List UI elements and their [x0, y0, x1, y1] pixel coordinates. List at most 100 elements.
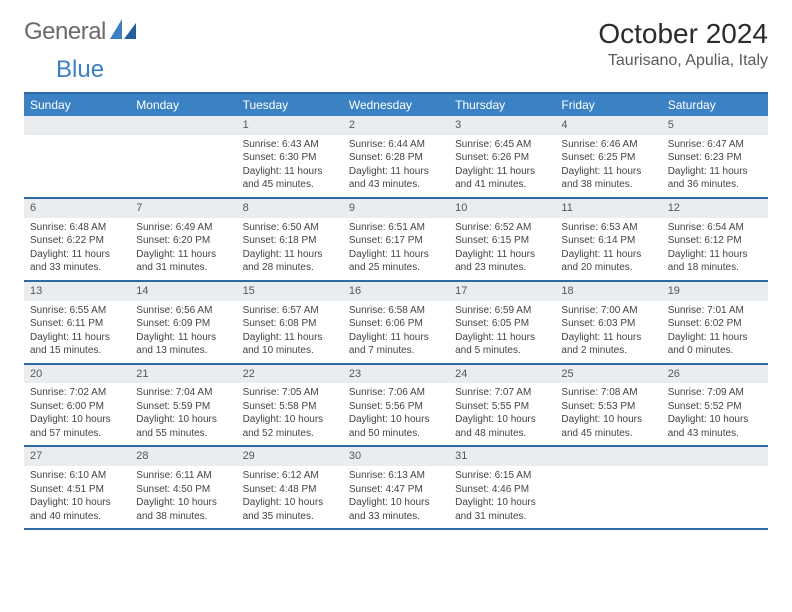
sunrise-text: Sunrise: 6:15 AM — [455, 469, 549, 483]
sunset-text: Sunset: 6:17 PM — [349, 234, 443, 248]
day-cell: 13Sunrise: 6:55 AMSunset: 6:11 PMDayligh… — [24, 282, 130, 363]
day-number: 29 — [237, 447, 343, 466]
day-body: Sunrise: 6:56 AMSunset: 6:09 PMDaylight:… — [130, 301, 236, 363]
day-cell: 27Sunrise: 6:10 AMSunset: 4:51 PMDayligh… — [24, 447, 130, 528]
day-body: Sunrise: 6:47 AMSunset: 6:23 PMDaylight:… — [662, 135, 768, 197]
sunset-text: Sunset: 5:55 PM — [455, 400, 549, 414]
sunrise-text: Sunrise: 7:08 AM — [561, 386, 655, 400]
page-title: October 2024 — [598, 18, 768, 50]
daylight-text: Daylight: 10 hours and 40 minutes. — [30, 496, 124, 523]
day-cell: 16Sunrise: 6:58 AMSunset: 6:06 PMDayligh… — [343, 282, 449, 363]
day-number: 25 — [555, 365, 661, 384]
sunrise-text: Sunrise: 6:52 AM — [455, 221, 549, 235]
day-body: Sunrise: 6:51 AMSunset: 6:17 PMDaylight:… — [343, 218, 449, 280]
sunset-text: Sunset: 6:08 PM — [243, 317, 337, 331]
sunrise-text: Sunrise: 6:54 AM — [668, 221, 762, 235]
sunrise-text: Sunrise: 6:45 AM — [455, 138, 549, 152]
day-number: 20 — [24, 365, 130, 384]
day-cell: 22Sunrise: 7:05 AMSunset: 5:58 PMDayligh… — [237, 365, 343, 446]
day-cell: 31Sunrise: 6:15 AMSunset: 4:46 PMDayligh… — [449, 447, 555, 528]
day-body: Sunrise: 7:06 AMSunset: 5:56 PMDaylight:… — [343, 383, 449, 445]
day-cell: 1Sunrise: 6:43 AMSunset: 6:30 PMDaylight… — [237, 116, 343, 197]
sunrise-text: Sunrise: 6:11 AM — [136, 469, 230, 483]
daylight-text: Daylight: 11 hours and 18 minutes. — [668, 248, 762, 275]
day-number — [555, 447, 661, 466]
sunset-text: Sunset: 6:30 PM — [243, 151, 337, 165]
day-body: Sunrise: 6:55 AMSunset: 6:11 PMDaylight:… — [24, 301, 130, 363]
sunrise-text: Sunrise: 6:10 AM — [30, 469, 124, 483]
day-cell: 24Sunrise: 7:07 AMSunset: 5:55 PMDayligh… — [449, 365, 555, 446]
sunrise-text: Sunrise: 6:58 AM — [349, 304, 443, 318]
day-cell: 14Sunrise: 6:56 AMSunset: 6:09 PMDayligh… — [130, 282, 236, 363]
sunset-text: Sunset: 5:53 PM — [561, 400, 655, 414]
day-body: Sunrise: 6:53 AMSunset: 6:14 PMDaylight:… — [555, 218, 661, 280]
daylight-text: Daylight: 11 hours and 28 minutes. — [243, 248, 337, 275]
day-header: Monday — [130, 94, 236, 116]
day-number — [24, 116, 130, 135]
day-number: 7 — [130, 199, 236, 218]
day-number: 26 — [662, 365, 768, 384]
daylight-text: Daylight: 10 hours and 52 minutes. — [243, 413, 337, 440]
day-number: 30 — [343, 447, 449, 466]
sunset-text: Sunset: 6:02 PM — [668, 317, 762, 331]
sunrise-text: Sunrise: 6:53 AM — [561, 221, 655, 235]
day-number: 6 — [24, 199, 130, 218]
sunset-text: Sunset: 5:56 PM — [349, 400, 443, 414]
day-number: 18 — [555, 282, 661, 301]
daylight-text: Daylight: 10 hours and 33 minutes. — [349, 496, 443, 523]
daylight-text: Daylight: 10 hours and 45 minutes. — [561, 413, 655, 440]
sail-icon — [110, 19, 136, 39]
day-body: Sunrise: 6:11 AMSunset: 4:50 PMDaylight:… — [130, 466, 236, 528]
sunset-text: Sunset: 6:22 PM — [30, 234, 124, 248]
day-body: Sunrise: 7:05 AMSunset: 5:58 PMDaylight:… — [237, 383, 343, 445]
sunset-text: Sunset: 5:59 PM — [136, 400, 230, 414]
sunrise-text: Sunrise: 7:09 AM — [668, 386, 762, 400]
day-body: Sunrise: 7:01 AMSunset: 6:02 PMDaylight:… — [662, 301, 768, 363]
day-body: Sunrise: 6:58 AMSunset: 6:06 PMDaylight:… — [343, 301, 449, 363]
day-number — [130, 116, 236, 135]
sunrise-text: Sunrise: 7:00 AM — [561, 304, 655, 318]
sunrise-text: Sunrise: 6:12 AM — [243, 469, 337, 483]
daylight-text: Daylight: 11 hours and 31 minutes. — [136, 248, 230, 275]
day-number: 13 — [24, 282, 130, 301]
day-cell: 18Sunrise: 7:00 AMSunset: 6:03 PMDayligh… — [555, 282, 661, 363]
week-row: 27Sunrise: 6:10 AMSunset: 4:51 PMDayligh… — [24, 447, 768, 530]
day-number: 9 — [343, 199, 449, 218]
sunset-text: Sunset: 6:03 PM — [561, 317, 655, 331]
sunrise-text: Sunrise: 7:05 AM — [243, 386, 337, 400]
daylight-text: Daylight: 10 hours and 35 minutes. — [243, 496, 337, 523]
daylight-text: Daylight: 11 hours and 7 minutes. — [349, 331, 443, 358]
sunrise-text: Sunrise: 7:07 AM — [455, 386, 549, 400]
sunrise-text: Sunrise: 6:50 AM — [243, 221, 337, 235]
sunrise-text: Sunrise: 6:47 AM — [668, 138, 762, 152]
day-number: 24 — [449, 365, 555, 384]
day-number: 5 — [662, 116, 768, 135]
sunrise-text: Sunrise: 6:59 AM — [455, 304, 549, 318]
day-cell: 30Sunrise: 6:13 AMSunset: 4:47 PMDayligh… — [343, 447, 449, 528]
day-body — [130, 135, 236, 143]
day-body: Sunrise: 6:44 AMSunset: 6:28 PMDaylight:… — [343, 135, 449, 197]
sunset-text: Sunset: 6:28 PM — [349, 151, 443, 165]
sunset-text: Sunset: 6:14 PM — [561, 234, 655, 248]
day-body: Sunrise: 6:13 AMSunset: 4:47 PMDaylight:… — [343, 466, 449, 528]
daylight-text: Daylight: 11 hours and 0 minutes. — [668, 331, 762, 358]
daylight-text: Daylight: 11 hours and 5 minutes. — [455, 331, 549, 358]
day-cell: 29Sunrise: 6:12 AMSunset: 4:48 PMDayligh… — [237, 447, 343, 528]
sunset-text: Sunset: 6:00 PM — [30, 400, 124, 414]
sunset-text: Sunset: 6:18 PM — [243, 234, 337, 248]
daylight-text: Daylight: 11 hours and 10 minutes. — [243, 331, 337, 358]
day-cell: 6Sunrise: 6:48 AMSunset: 6:22 PMDaylight… — [24, 199, 130, 280]
day-header: Tuesday — [237, 94, 343, 116]
daylight-text: Daylight: 10 hours and 57 minutes. — [30, 413, 124, 440]
sunset-text: Sunset: 4:51 PM — [30, 483, 124, 497]
day-number: 28 — [130, 447, 236, 466]
day-body: Sunrise: 6:57 AMSunset: 6:08 PMDaylight:… — [237, 301, 343, 363]
sunrise-text: Sunrise: 6:44 AM — [349, 138, 443, 152]
day-body: Sunrise: 6:43 AMSunset: 6:30 PMDaylight:… — [237, 135, 343, 197]
daylight-text: Daylight: 11 hours and 33 minutes. — [30, 248, 124, 275]
day-header: Wednesday — [343, 94, 449, 116]
day-number: 10 — [449, 199, 555, 218]
sunset-text: Sunset: 4:47 PM — [349, 483, 443, 497]
day-cell: 23Sunrise: 7:06 AMSunset: 5:56 PMDayligh… — [343, 365, 449, 446]
daylight-text: Daylight: 11 hours and 43 minutes. — [349, 165, 443, 192]
